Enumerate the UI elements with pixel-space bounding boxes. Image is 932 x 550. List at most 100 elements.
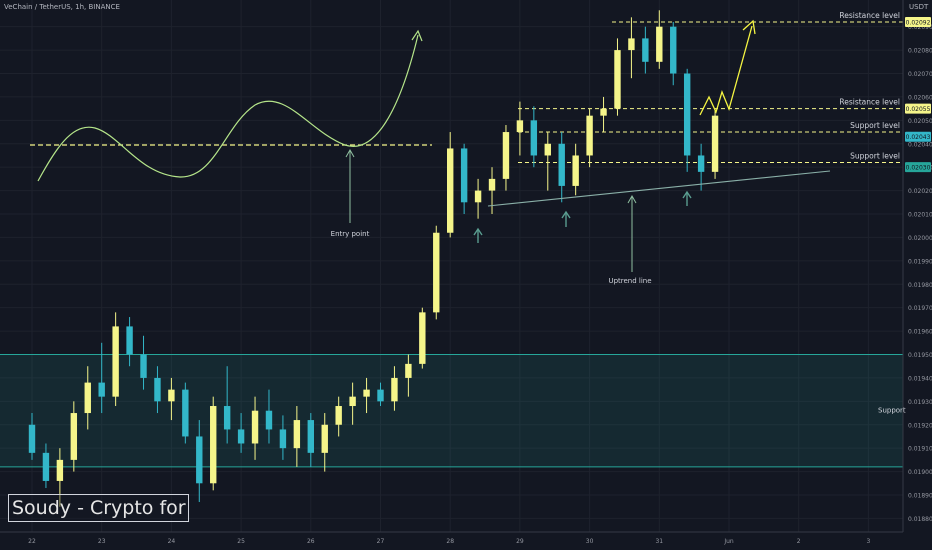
candle-body [349,396,356,407]
price-tag-label: 0.02092 [906,20,931,27]
y-tick-label: 0.01930 [908,399,932,406]
watermark: Soudy - Crypto for U [8,494,189,522]
candle-body [265,410,273,430]
candle-body [460,148,468,203]
candle-body [405,363,412,378]
candle-body [419,312,426,364]
uptrend-line-label: Uptrend line [608,277,651,285]
candle-body [98,382,105,397]
x-tick-label: 2 [797,538,801,545]
drawings: Entry point Uptrend line [30,19,831,285]
x-tick-label: 30 [586,538,594,545]
candles [28,10,719,507]
candle-body [474,190,482,203]
y-tick-label: 0.02090 [908,24,932,31]
candle-body [614,50,621,109]
y-tick-label: 0.02080 [908,48,932,55]
currency-label: USDT [909,3,929,11]
candle-body [558,143,565,186]
candle-body [711,115,719,172]
touch-arrow-head [561,210,571,219]
candle-body [488,178,496,191]
y-tick-label: 0.02040 [908,141,932,148]
candle-body [168,389,175,402]
candle-body [112,326,119,397]
y-tick-label: 0.02050 [908,118,932,125]
price-tag-box [905,17,931,27]
level-label: Support level [850,151,900,160]
y-tick-label: 0.01910 [908,446,932,453]
candle-body [530,120,538,156]
x-tick-label: 25 [237,538,245,545]
candle-body [586,115,593,156]
candle-body [84,382,91,414]
candle-body [56,459,64,481]
candle-body [642,38,649,62]
uptrend-line [487,170,831,207]
y-tick-label: 0.01880 [908,516,932,523]
symbol-title: VeChain / TetherUS, 1h, BINANCE [4,3,120,11]
candle-body [433,232,440,313]
candle-body [293,420,301,449]
x-tick-label: 23 [98,538,106,545]
touch-arrow-head [682,190,692,199]
candle-body [391,377,398,402]
x-tick-label: 28 [446,538,454,545]
y-tick-label: 0.01900 [908,469,932,476]
y-tick-label: 0.02020 [908,188,932,195]
candle-body [377,389,384,402]
candle-body [140,354,147,378]
y-tick-label: 0.01890 [908,493,932,500]
price-tag-label: 0.02030 [906,165,931,172]
x-tick-label: 31 [655,538,663,545]
candle-body [70,413,78,460]
support-zone-rect [0,354,903,467]
candle-body [600,108,607,116]
level-lines: Resistance level Resistance level Support … [518,11,903,163]
y-tick-label: 0.01990 [908,258,932,265]
y-tick-label: 0.01950 [908,352,932,359]
uptrend-arrow-head [627,194,637,204]
candle-body [279,429,287,449]
candle-body [28,424,36,453]
price-tag-box [905,103,931,114]
candle-body [683,73,691,156]
y-tick-label: 0.01940 [908,375,932,382]
projection-arrow-head [742,19,756,35]
candle-body [223,406,231,430]
candle-body [321,424,328,453]
price-tag-box [905,162,931,173]
x-tick-label: 29 [516,538,524,545]
projection-path [699,25,753,116]
y-tick-label: 0.01960 [908,329,932,336]
x-axis: 22 23 24 25 26 27 28 29 30 31 Jun 2 3 [0,531,903,545]
y-tick-label: 0.02010 [908,212,932,219]
x-tick-label: 26 [307,538,315,545]
support-zone: Support [0,354,906,468]
y-tick-label: 0.01980 [908,282,932,289]
y-tick-label: 0.02070 [908,71,932,78]
candle-body [335,406,342,425]
touch-arrow-head [473,227,483,236]
support-zone-label: Support [878,407,906,415]
y-tick-label: 0.02000 [908,235,932,242]
price-tag-label: 0.02055 [906,106,931,113]
level-label: Resistance level [839,98,900,107]
x-tick-label: 27 [377,538,385,545]
price-tag-box [905,131,931,142]
wave-arrow-head [411,29,423,42]
candle-body [154,377,161,402]
candle-body [572,155,579,186]
x-tick-label: 22 [28,538,36,545]
y-tick-label: 0.01920 [908,422,932,429]
level-label: Resistance level [839,11,900,20]
candle-body [447,148,454,233]
candle-body [196,436,203,484]
entry-arrow-head [345,148,355,158]
wave-curve [37,34,419,182]
candle-body [670,26,677,74]
y-tick-label: 0.01970 [908,305,932,312]
candle-body [516,120,524,133]
